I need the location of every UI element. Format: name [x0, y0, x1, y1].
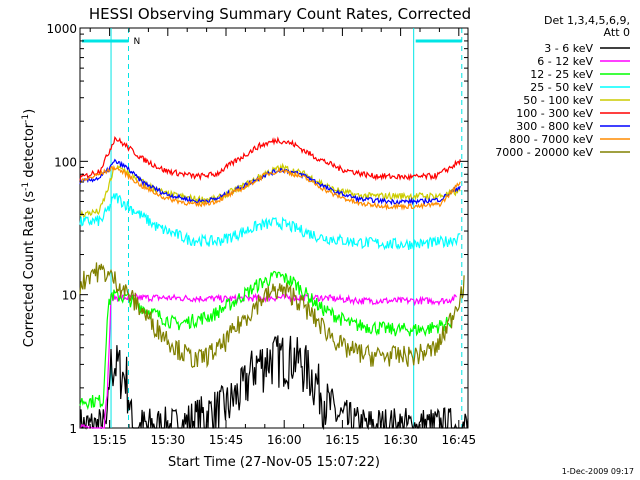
series-line [79, 135, 461, 182]
legend-entry-label: 25 - 50 keV [530, 81, 593, 94]
legend-entry-label: 50 - 100 keV [523, 94, 593, 107]
y-axis-label: Corrected Count Rate (s-1 detector-1) [21, 109, 37, 347]
y-axis-label-end: ) [22, 109, 37, 114]
y-axis: 1 10 100 1000 [46, 22, 468, 436]
x-tick-label: 15:15 [92, 433, 127, 447]
x-axis: 15:15 15:30 15:45 16:00 16:15 16:30 16:45 [89, 28, 477, 447]
y-axis-label-mid: detector [22, 122, 37, 182]
series-layer [79, 135, 469, 431]
series-line [79, 164, 461, 211]
x-tick-label: 16:45 [442, 433, 477, 447]
legend-entry-label: 6 - 12 keV [537, 55, 593, 68]
legend-header-line1: Det 1,3,4,5,6,9, [544, 14, 630, 27]
series-line [79, 162, 461, 218]
x-axis-label: Start Time (27-Nov-05 15:07:22) [168, 455, 380, 470]
plot-frame [79, 27, 469, 429]
legend-entry-label: 3 - 6 keV [544, 42, 593, 55]
legend-entry-label: 7000 - 20000 keV [495, 146, 593, 159]
legend-entry-label: 300 - 800 keV [516, 120, 593, 133]
legend-entry-label: 12 - 25 keV [530, 68, 593, 81]
x-tick-label: 16:15 [325, 433, 360, 447]
footer-date: 1-Dec-2009 09:17 [562, 467, 634, 476]
y-tick-label: 1000 [46, 22, 77, 36]
y-axis-label-sup1: -1 [21, 182, 31, 191]
series-line [79, 262, 465, 369]
y-axis-label-sup2: -1 [21, 114, 31, 123]
y-tick-label: 1 [69, 422, 77, 436]
x-tick-label: 16:00 [267, 433, 302, 447]
legend-header-line2: Att 0 [604, 26, 630, 39]
x-tick-label: 15:45 [209, 433, 244, 447]
series-line [79, 193, 461, 251]
y-tick-label: 10 [62, 289, 77, 303]
plot-area [79, 27, 469, 429]
y-tick-label: 100 [54, 155, 77, 169]
x-tick-label: 16:30 [383, 433, 418, 447]
series-line [79, 335, 469, 431]
legend-entry-label: 800 - 7000 keV [509, 133, 593, 146]
annotation-label: N [134, 37, 141, 47]
legend-entry-label: 100 - 300 keV [516, 107, 593, 120]
y-axis-label-main: Corrected Count Rate (s [22, 191, 37, 348]
chart-title: HESSI Observing Summary Count Rates, Cor… [89, 5, 471, 23]
x-tick-label: 15:30 [151, 433, 186, 447]
series-line [79, 270, 454, 411]
